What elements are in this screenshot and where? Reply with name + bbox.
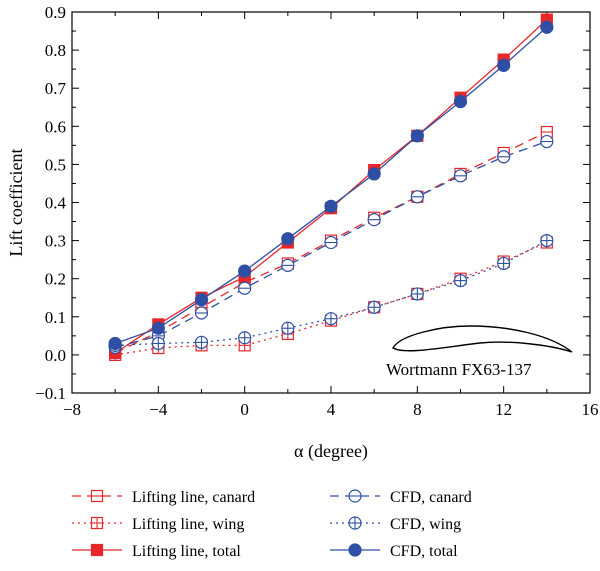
legend-entry: Lifting line, canard	[72, 489, 255, 506]
data-point	[367, 213, 381, 227]
data-point	[367, 300, 381, 314]
data-point	[453, 169, 468, 183]
legend-entry: Lifting line, total	[72, 543, 241, 560]
data-point	[410, 129, 424, 143]
y-tick-label: 0.8	[45, 41, 66, 60]
y-axis-label: Lift coefficient	[6, 148, 26, 256]
data-point	[108, 336, 122, 351]
data-point	[324, 312, 338, 326]
legend-label: CFD, wing	[390, 516, 461, 533]
data-point	[540, 134, 554, 149]
legend-marker	[90, 543, 104, 557]
series-line	[115, 241, 548, 356]
data-point	[540, 234, 554, 248]
data-point	[151, 336, 165, 351]
series-line	[114, 19, 548, 354]
data-point	[453, 94, 468, 109]
series-line	[115, 240, 548, 347]
legend-label: CFD, canard	[390, 489, 472, 506]
legend-entry: CFD, canard	[330, 489, 472, 506]
legend-marker	[90, 516, 104, 530]
x-tick-label: −8	[63, 400, 81, 419]
x-axis-label: α (degree)	[294, 441, 368, 462]
y-tick-label: 0.6	[45, 117, 66, 136]
data-point	[324, 235, 338, 250]
marker-circle	[194, 293, 209, 307]
data-point	[497, 256, 511, 271]
data-point	[281, 258, 295, 272]
airfoil-label: Wortmann FX63-137	[386, 360, 532, 379]
y-tick-label: 0.4	[45, 194, 67, 213]
legend-entry: CFD, wing	[330, 516, 461, 533]
legend-entry: Lifting line, wing	[72, 516, 244, 533]
y-tick-label: 0.1	[45, 308, 66, 327]
legend-label: CFD, total	[390, 543, 458, 560]
legend-marker	[348, 489, 362, 503]
x-tick-label: 4	[327, 400, 336, 419]
series-2	[109, 13, 553, 360]
x-tick-label: 8	[413, 400, 422, 419]
x-tick-label: 12	[495, 400, 512, 419]
legend-label: Lifting line, canard	[132, 489, 255, 506]
marker-circle	[281, 232, 295, 246]
y-tick-label: 0.5	[45, 155, 66, 174]
series-4	[108, 234, 554, 352]
marker-circle	[367, 167, 381, 181]
y-tick-label: 0.0	[45, 346, 66, 365]
y-tick-label: 0.3	[45, 232, 66, 251]
legend: Lifting line, canard CFD, canard Lifting l…	[72, 489, 472, 560]
marker-circle	[348, 543, 362, 557]
legend-entry: CFD, total	[330, 543, 458, 560]
marker-circle	[540, 20, 554, 34]
data-point	[238, 264, 252, 278]
series-line	[114, 26, 548, 345]
data-point	[497, 150, 511, 164]
airfoil-annotation: Wortmann FX63-137	[386, 325, 573, 379]
marker-square	[90, 543, 104, 557]
legend-marker	[90, 489, 104, 503]
data-point	[410, 190, 424, 204]
legend-label: Lifting line, wing	[132, 516, 244, 533]
data-point	[497, 58, 511, 72]
x-tick-label: −4	[149, 400, 168, 419]
marker-circle	[151, 321, 165, 335]
marker-circle	[324, 199, 338, 213]
data-point	[238, 281, 252, 295]
x-tick-label: 0	[240, 400, 249, 419]
data-point	[281, 321, 295, 335]
marker-circle	[108, 336, 122, 351]
legend-marker	[348, 516, 362, 530]
y-tick-label: −0.1	[35, 384, 66, 403]
axes: −8 −4 0 4 8 12 16 −0.1 0.0 0.1 0.2 0.3 0.4 0.5 0.6 0.7 0…	[6, 3, 599, 462]
data-point	[540, 20, 554, 34]
series-layer	[108, 13, 554, 361]
data-point	[367, 167, 381, 181]
marker-circle	[497, 58, 511, 72]
y-tick-label: 0.7	[45, 79, 67, 98]
marker-circle	[453, 94, 468, 109]
y-tick-label: 0.9	[45, 3, 66, 22]
data-point	[453, 274, 468, 288]
data-point	[410, 287, 424, 301]
legend-marker	[348, 543, 362, 557]
data-point	[324, 199, 338, 213]
legend-label: Lifting line, total	[132, 543, 241, 560]
x-tick-label: 16	[582, 400, 599, 419]
data-point	[238, 331, 252, 345]
marker-circle	[238, 264, 252, 278]
data-point	[194, 293, 209, 307]
data-point	[281, 232, 295, 246]
marker-circle	[410, 129, 424, 143]
airfoil-shape	[392, 325, 573, 353]
data-point	[151, 321, 165, 335]
series-5	[108, 20, 554, 351]
data-point	[194, 335, 209, 349]
data-point	[194, 306, 209, 320]
y-tick-label: 0.2	[45, 270, 66, 289]
